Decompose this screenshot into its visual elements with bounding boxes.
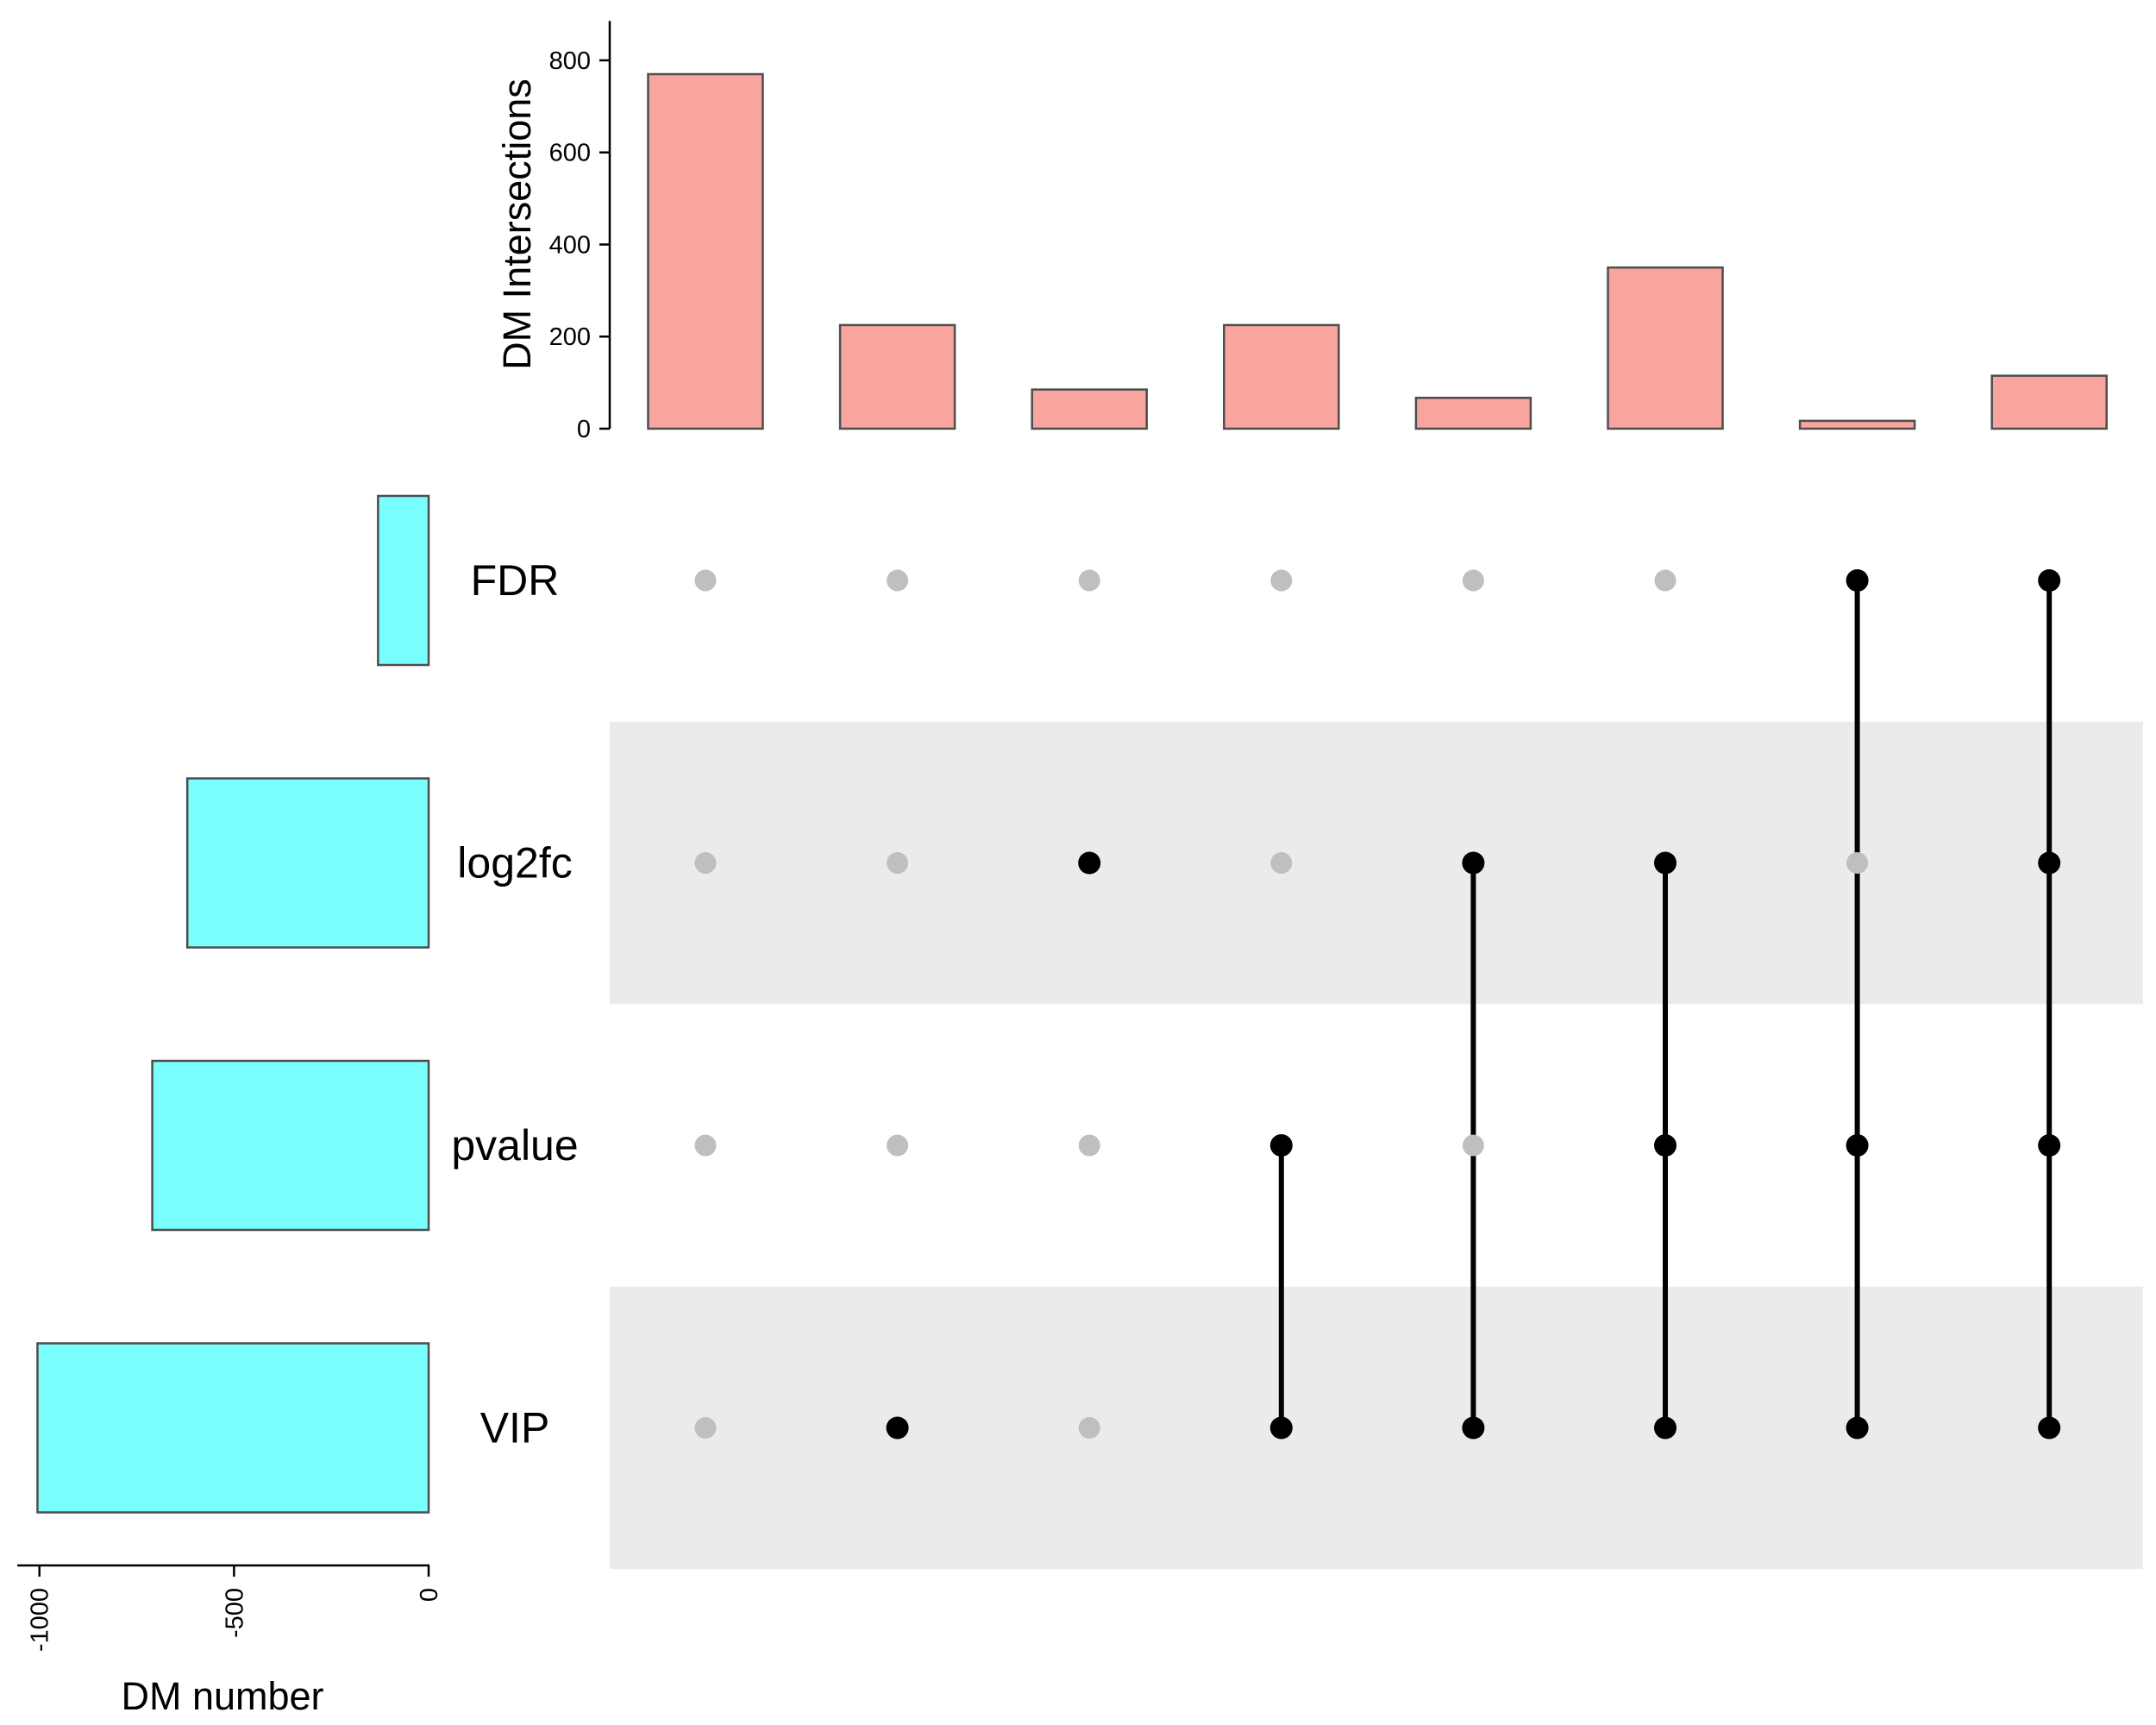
matrix-dot-active-VIP-8 <box>2038 1416 2061 1440</box>
matrix-row-stripe-VIP <box>610 1286 2143 1570</box>
set-size-bar-log2fc <box>185 777 430 949</box>
intersection-bar-4 <box>1223 323 1340 430</box>
set-size-bar-FDR <box>377 494 430 667</box>
matrix-dot-active-VIP-7 <box>1846 1416 1869 1440</box>
set-size-x-tick-label: 0 <box>416 1588 443 1602</box>
matrix-dot-inactive-pvalue-5 <box>1462 1134 1484 1157</box>
matrix-dot-inactive-VIP-3 <box>1078 1417 1100 1439</box>
matrix-row-stripes <box>610 721 2143 1570</box>
intersection-y-tick-label: 800 <box>549 47 591 75</box>
intersection-bar-8 <box>1990 374 2108 430</box>
intersection-bar-6 <box>1607 266 1724 430</box>
set-size-x-tick-label: -500 <box>221 1588 248 1638</box>
matrix-dot-inactive-FDR-6 <box>1654 569 1677 592</box>
matrix-dot-active-VIP-5 <box>1462 1416 1485 1440</box>
intersection-y-tick-label: 600 <box>549 140 591 167</box>
matrix-dot-inactive-FDR-4 <box>1270 569 1293 592</box>
matrix-dot-inactive-pvalue-2 <box>887 1134 909 1157</box>
intersection-bar-5 <box>1414 396 1532 430</box>
matrix-dot-active-pvalue-7 <box>1846 1134 1869 1157</box>
matrix-dot-active-pvalue-6 <box>1654 1134 1677 1157</box>
intersection-bar-3 <box>1031 388 1148 430</box>
matrix-dot-active-pvalue-4 <box>1269 1134 1293 1157</box>
matrix-dot-inactive-log2fc-2 <box>887 852 909 874</box>
intersection-y-tick-label: 400 <box>549 231 591 259</box>
set-label-log2fc: log2fc <box>457 839 572 888</box>
matrix-dot-active-log2fc-6 <box>1654 851 1677 875</box>
matrix-dot-active-log2fc-8 <box>2038 851 2061 875</box>
matrix-dot-active-FDR-7 <box>1846 569 1869 592</box>
matrix-dot-active-log2fc-5 <box>1462 851 1485 875</box>
matrix-dot-inactive-FDR-2 <box>887 569 909 592</box>
intersection-bar-7 <box>1798 419 1916 430</box>
set-size-x-axis-title: DM number <box>121 1674 323 1718</box>
matrix-dot-inactive-pvalue-3 <box>1078 1134 1100 1157</box>
matrix-dot-inactive-FDR-5 <box>1462 569 1484 592</box>
set-label-FDR: FDR <box>471 556 560 605</box>
matrix-dot-active-VIP-6 <box>1654 1416 1677 1440</box>
intersection-y-tick-label: 200 <box>549 323 591 351</box>
intersection-matrix <box>694 569 2061 1440</box>
intersection-bar-2 <box>838 323 956 430</box>
intersection-bar-1 <box>647 72 764 430</box>
matrix-dot-inactive-log2fc-1 <box>694 852 717 874</box>
set-size-x-tick-label: -1000 <box>27 1588 54 1652</box>
set-label-VIP: VIP <box>480 1404 550 1452</box>
set-size-bar-VIP <box>36 1342 430 1514</box>
matrix-dot-inactive-log2fc-4 <box>1270 852 1293 874</box>
matrix-dot-active-pvalue-8 <box>2038 1134 2061 1157</box>
set-label-pvalue: pvalue <box>451 1121 578 1170</box>
intersection-y-tick-label: 0 <box>577 416 591 443</box>
matrix-dot-active-VIP-4 <box>1269 1416 1293 1440</box>
matrix-dot-inactive-VIP-1 <box>694 1417 717 1439</box>
set-size-bar-pvalue <box>151 1059 430 1232</box>
matrix-row-stripe-log2fc <box>610 721 2143 1005</box>
matrix-dot-active-FDR-8 <box>2038 569 2061 592</box>
matrix-dot-inactive-FDR-3 <box>1078 569 1100 592</box>
matrix-dot-inactive-pvalue-1 <box>694 1134 717 1157</box>
intersection-bar-chart: DM Intersections 0 200 400 600 800 <box>495 21 2108 443</box>
matrix-dot-inactive-log2fc-7 <box>1846 852 1869 874</box>
set-size-bar-chart: DM number FDR log2fc pvalue VIP -1000 -500 0 <box>17 494 579 1718</box>
matrix-dot-active-log2fc-3 <box>1078 851 1101 875</box>
matrix-dot-active-VIP-2 <box>886 1416 909 1440</box>
matrix-dot-inactive-FDR-1 <box>694 569 717 592</box>
intersection-y-axis-title: DM Intersections <box>495 78 539 370</box>
